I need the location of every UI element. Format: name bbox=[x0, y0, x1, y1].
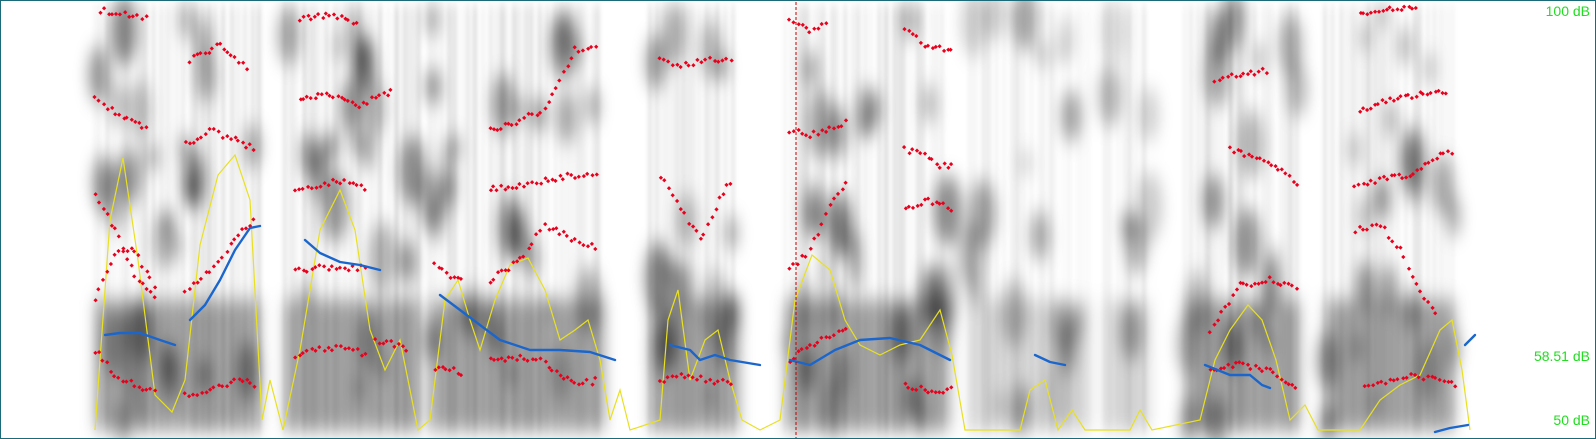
intensity-max-label: 100 dB bbox=[1545, 3, 1590, 19]
intensity-curve-layer bbox=[94, 153, 1471, 432]
intensity-min-label: 50 dB bbox=[1553, 412, 1590, 428]
pitch-contour-layer bbox=[103, 224, 1477, 434]
spectrogram-layer bbox=[87, 0, 1462, 439]
intensity-mid-label: 58.51 dB bbox=[1533, 348, 1590, 364]
